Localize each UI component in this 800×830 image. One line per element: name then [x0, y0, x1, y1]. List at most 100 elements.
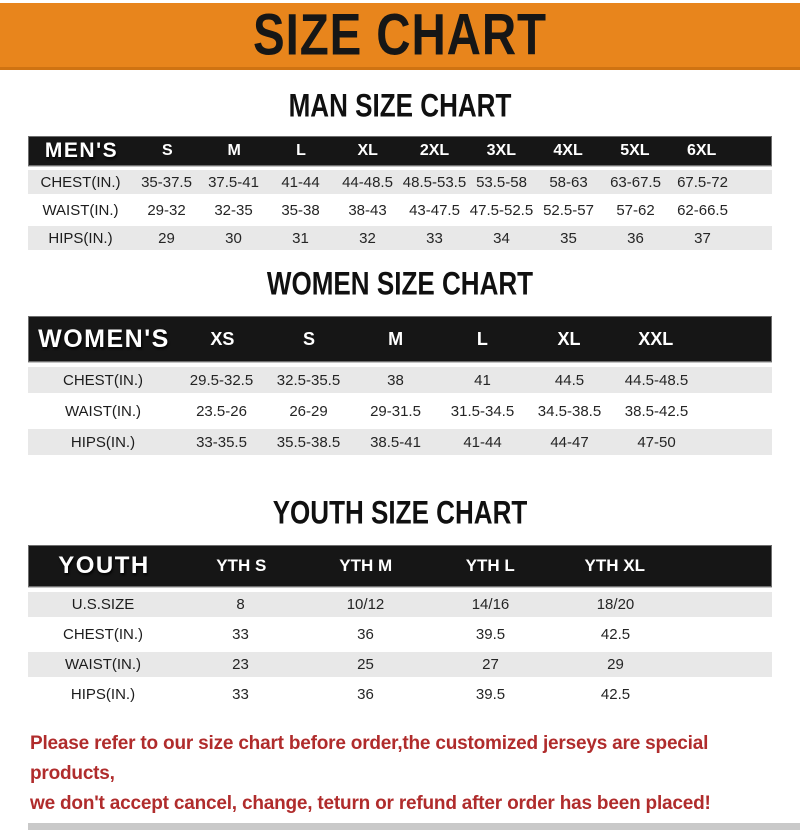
value-cell: 32 [359, 229, 376, 247]
value-cell: 33-35.5 [196, 433, 247, 451]
youth-size-section: YOUTH SIZE CHART YOUTH YTH S YTH M YTH L YTH… [0, 493, 800, 707]
value-cell: 41-44 [281, 173, 320, 191]
value-cell: 44.5-48.5 [624, 371, 689, 389]
row-label: U.S.SIZE [71, 596, 135, 613]
value-cell: 39.5 [475, 626, 506, 643]
size-column-header: S [303, 328, 316, 349]
value-cell: 58-63 [549, 173, 588, 191]
size-column-header: 4XL [553, 142, 583, 159]
size-column-header: M [388, 328, 404, 349]
table-group-label: WOMEN'S [38, 324, 170, 353]
table-row: WAIST(IN.) 29-32 32-35 35-38 38-43 43-47.5 47.… [28, 198, 772, 222]
value-cell: 33 [426, 229, 443, 247]
row-label: CHEST(IN.) [63, 371, 143, 389]
value-cell: 38-43 [348, 201, 387, 219]
row-label: WAIST(IN.) [64, 402, 142, 420]
value-cell: 34 [493, 229, 510, 247]
table-row: HIPS(IN.) 29 30 31 32 33 34 35 36 37 [28, 226, 772, 250]
value-cell: 30 [225, 229, 242, 247]
disclaimer-line-2: we don't accept cancel, change, teturn o… [30, 793, 711, 814]
value-cell: 44-48.5 [342, 173, 393, 191]
value-cell: 38.5-41 [370, 433, 421, 451]
row-label: WAIST(IN.) [42, 201, 119, 219]
value-cell: 63-67.5 [610, 173, 661, 191]
row-label: CHEST(IN.) [63, 626, 143, 643]
value-cell: 37 [694, 229, 711, 247]
value-cell: 27 [482, 656, 499, 673]
row-label: HIPS(IN.) [70, 433, 136, 451]
value-cell: 67.5-72 [677, 173, 728, 191]
value-cell: 57-62 [616, 201, 655, 219]
table-row: WAIST(IN.) 23 25 27 29 [28, 652, 772, 677]
value-cell: 18/20 [596, 596, 635, 613]
size-column-header: 6XL [686, 142, 717, 159]
table-header-bar: MEN'S S M L XL 2XL 3XL 4XL 5XL 6XL [28, 136, 772, 166]
order-disclaimer: Please refer to our size chart before or… [0, 729, 800, 819]
table-row: U.S.SIZE 8 10/12 14/16 18/20 [28, 592, 772, 617]
man-size-table: MEN'S S M L XL 2XL 3XL 4XL 5XL 6XL CHEST(IN.) 35-37… [28, 136, 772, 250]
value-cell: 29-31.5 [370, 402, 421, 420]
value-cell: 29.5-32.5 [189, 371, 254, 389]
value-cell: 53.5-58 [476, 173, 527, 191]
table-header-bar: YOUTH YTH S YTH M YTH L YTH XL [28, 545, 772, 587]
value-cell: 42.5 [600, 686, 631, 703]
row-label: WAIST(IN.) [64, 656, 142, 673]
value-cell: 23.5-26 [196, 402, 247, 420]
table-group-label: YOUTH [58, 552, 150, 579]
women-size-section: WOMEN SIZE CHART WOMEN'S XS S M L XL XXL CHEST(… [0, 264, 800, 455]
row-label: CHEST(IN.) [40, 173, 121, 191]
value-cell: 35-38 [281, 201, 320, 219]
value-cell: 62-66.5 [677, 201, 728, 219]
value-cell: 52.5-57 [543, 201, 594, 219]
value-cell: 41 [474, 371, 491, 389]
row-label: HIPS(IN.) [48, 229, 113, 247]
value-cell: 36 [627, 229, 644, 247]
value-cell: 44.5 [554, 371, 585, 389]
value-cell: 38 [387, 371, 404, 389]
size-column-header: YTH XL [584, 556, 645, 575]
size-column-header: YTH L [465, 556, 515, 575]
value-cell: 32-35 [214, 201, 253, 219]
size-column-header: 2XL [419, 142, 450, 159]
size-column-header: XL [357, 142, 378, 159]
value-cell: 38.5-42.5 [624, 402, 689, 420]
table-row: HIPS(IN.) 33 36 39.5 42.5 [28, 682, 772, 707]
value-cell: 36 [357, 626, 374, 643]
youth-section-title: YOUTH SIZE CHART [272, 493, 528, 532]
size-column-header: XXL [638, 328, 674, 349]
size-column-header: M [227, 142, 241, 159]
value-cell: 48.5-53.5 [402, 173, 467, 191]
table-group-label: MEN'S [44, 139, 119, 162]
size-column-header: 5XL [620, 142, 650, 159]
bottom-divider [28, 823, 800, 830]
value-cell: 29 [607, 656, 624, 673]
size-column-header: L [476, 328, 488, 349]
value-cell: 10/12 [346, 596, 385, 613]
disclaimer-line-1: Please refer to our size chart before or… [30, 733, 709, 784]
size-chart-banner: SIZE CHART [0, 3, 800, 70]
value-cell: 35 [560, 229, 577, 247]
value-cell: 42.5 [600, 626, 631, 643]
value-cell: 47.5-52.5 [469, 201, 534, 219]
value-cell: 8 [236, 596, 245, 613]
table-row: CHEST(IN.) 29.5-32.5 32.5-35.5 38 41 44.5 44.5… [28, 367, 772, 393]
value-cell: 29 [158, 229, 175, 247]
value-cell: 29-32 [147, 201, 186, 219]
size-column-header: S [162, 142, 173, 159]
value-cell: 35.5-38.5 [276, 433, 341, 451]
table-row: WAIST(IN.) 23.5-26 26-29 29-31.5 31.5-34.5 34… [28, 398, 772, 424]
value-cell: 33 [232, 686, 249, 703]
value-cell: 37.5-41 [208, 173, 259, 191]
value-cell: 41-44 [463, 433, 502, 451]
size-column-header: L [296, 142, 306, 159]
value-cell: 25 [357, 656, 374, 673]
women-section-title: WOMEN SIZE CHART [266, 264, 534, 303]
value-cell: 43-47.5 [409, 201, 460, 219]
value-cell: 31 [292, 229, 309, 247]
value-cell: 33 [232, 626, 249, 643]
table-header-bar: WOMEN'S XS S M L XL XXL [28, 316, 772, 362]
value-cell: 26-29 [289, 402, 328, 420]
table-row: CHEST(IN.) 33 36 39.5 42.5 [28, 622, 772, 647]
value-cell: 14/16 [471, 596, 510, 613]
banner-title: SIZE CHART [253, 2, 547, 68]
